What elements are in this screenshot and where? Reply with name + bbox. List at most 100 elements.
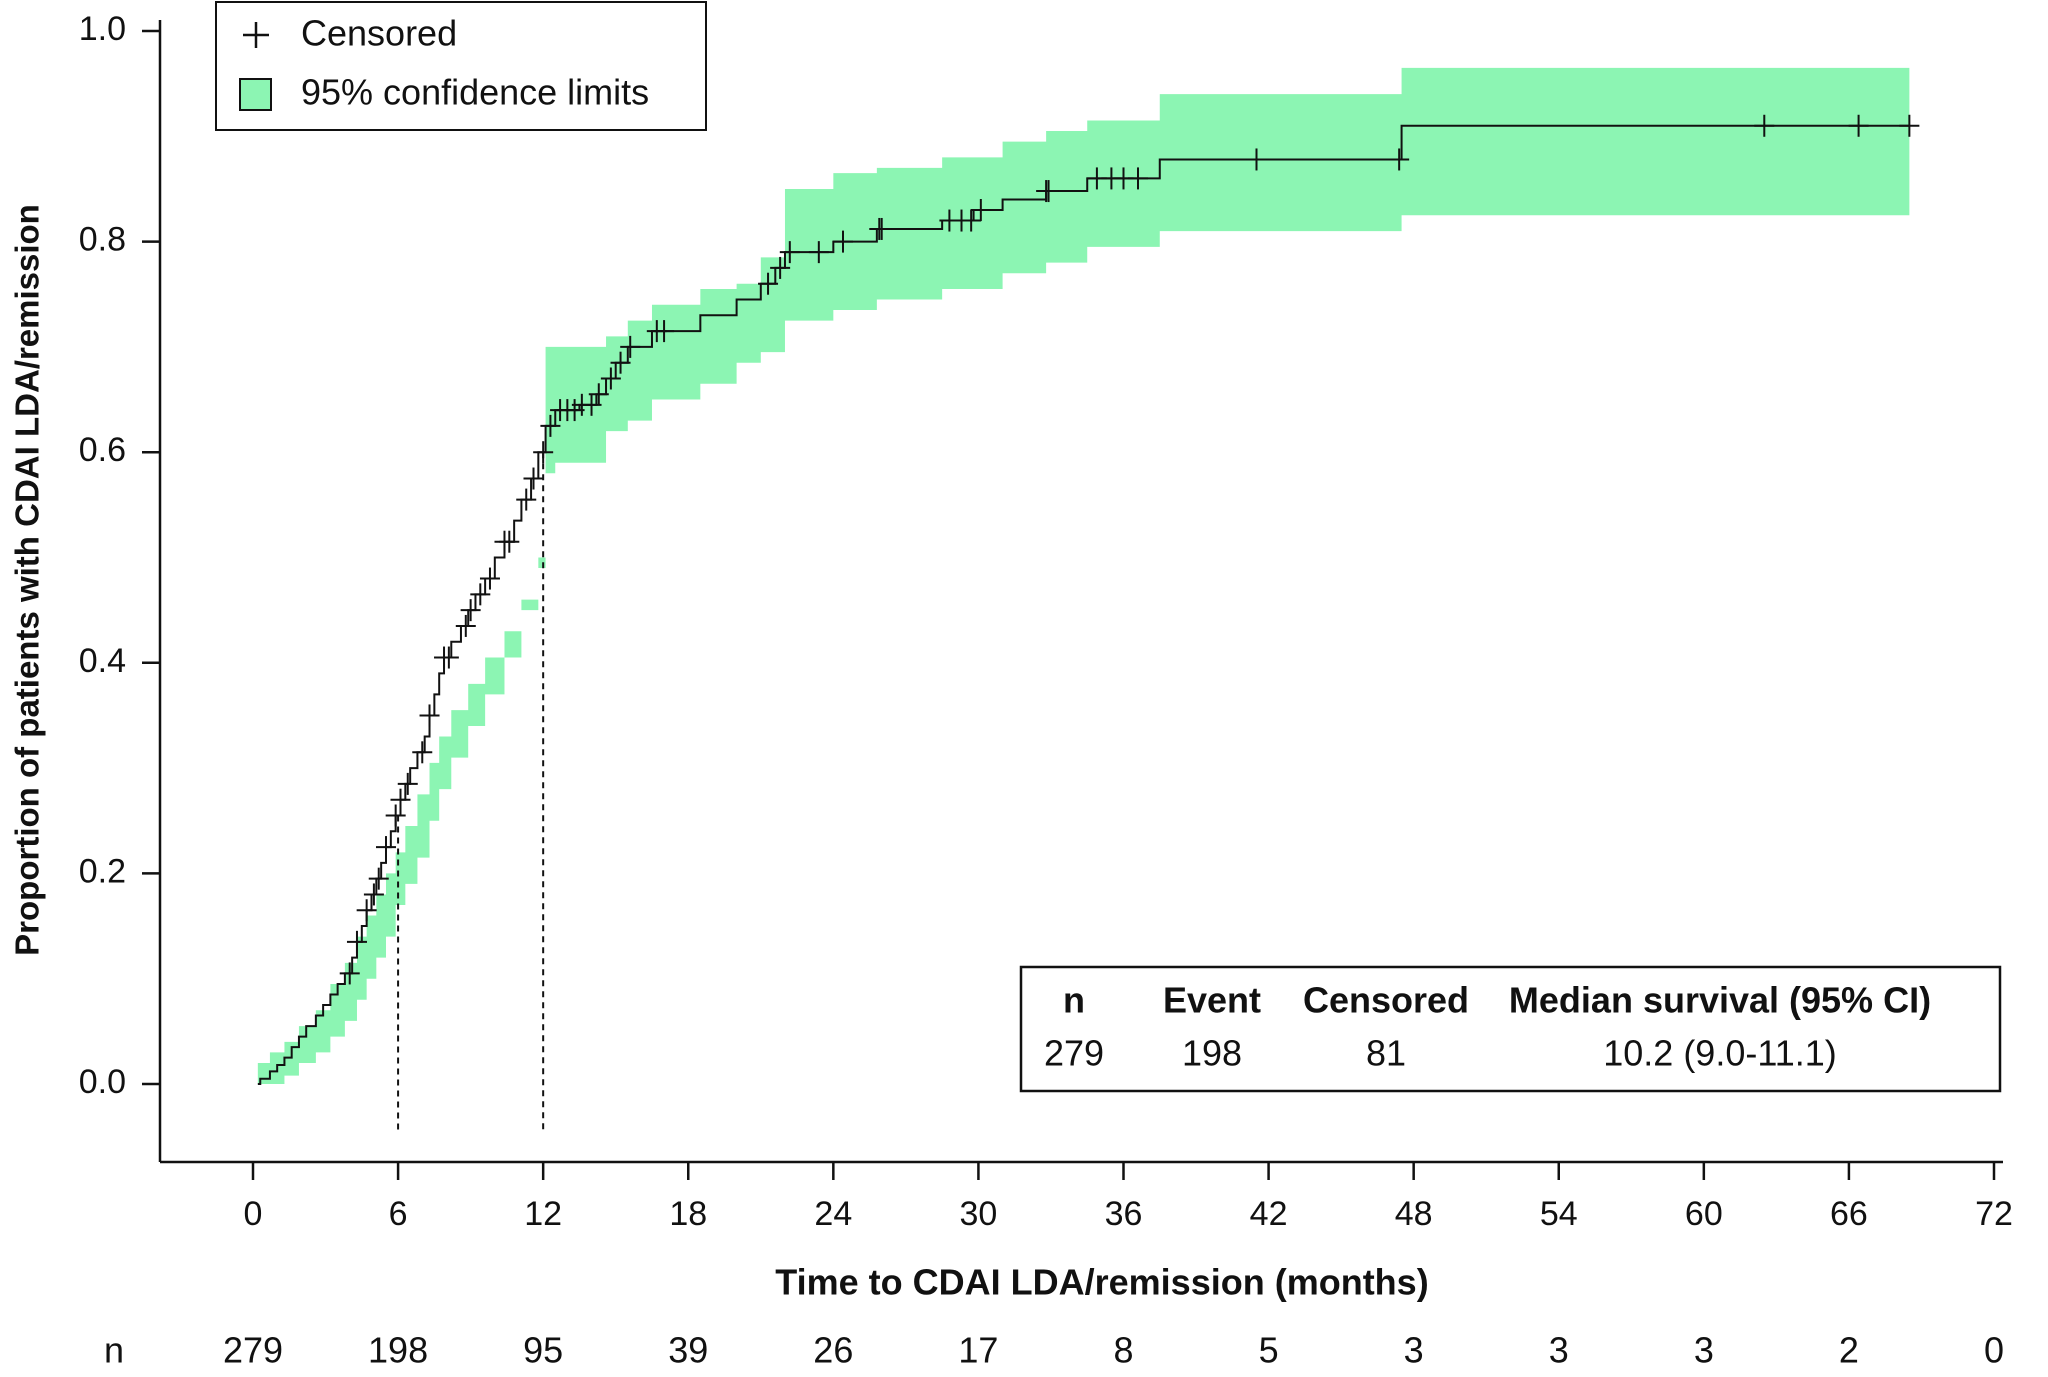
censor-mark	[346, 930, 367, 953]
censor-mark	[1246, 148, 1267, 171]
y-tick-label: 1.0	[79, 10, 126, 48]
y-axis-ticks: 0.0 0.2 0.4 0.6 0.8 1.0	[79, 10, 160, 1101]
at-risk-count: 2	[1839, 1330, 1859, 1371]
summary-header-median: Median survival (95% CI)	[1509, 980, 1931, 1021]
censor-mark	[961, 209, 982, 232]
censor-mark	[363, 883, 384, 906]
censor-mark	[368, 867, 389, 890]
at-risk-count: 0	[1984, 1330, 2004, 1371]
summary-header-censored: Censored	[1303, 980, 1469, 1021]
censor-mark	[610, 351, 631, 374]
at-risk-count: 8	[1113, 1330, 1133, 1371]
summary-value-censored: 81	[1366, 1033, 1406, 1074]
ci-swatch-icon	[239, 78, 272, 111]
y-tick-label: 0.4	[79, 642, 126, 680]
x-tick-label: 0	[244, 1195, 263, 1233]
censor-mark	[356, 899, 377, 922]
at-risk-label: n	[104, 1330, 124, 1371]
x-tick-label: 60	[1685, 1195, 1723, 1233]
legend-label-censored: Censored	[301, 13, 457, 54]
censor-mark	[375, 836, 396, 859]
censor-mark	[499, 530, 520, 553]
censor-mark	[833, 230, 854, 253]
censor-mark	[654, 320, 675, 343]
censor-mark	[540, 414, 561, 437]
x-tick-label: 6	[389, 1195, 408, 1233]
at-risk-count: 95	[523, 1330, 563, 1371]
at-risk-count: 3	[1549, 1330, 1569, 1371]
at-risk-count: 3	[1694, 1330, 1714, 1371]
censor-mark	[412, 741, 433, 764]
y-tick-label: 0.6	[79, 431, 126, 469]
median-lines	[397, 452, 545, 1130]
censor-mark	[600, 367, 621, 390]
x-tick-label: 42	[1250, 1195, 1288, 1233]
censor-mark	[779, 241, 800, 264]
at-risk-count: 26	[813, 1330, 853, 1371]
censor-mark	[770, 256, 791, 279]
censor-mark	[390, 788, 411, 811]
y-tick-label: 0.0	[79, 1063, 126, 1101]
x-tick-label: 72	[1975, 1195, 2013, 1233]
at-risk-count: 3	[1404, 1330, 1424, 1371]
x-axis-title: Time to CDAI LDA/remission (months)	[775, 1262, 1428, 1303]
censored-plus-icon	[243, 22, 269, 48]
summary-table-box	[1019, 965, 2002, 1093]
summary-header-n: n	[1063, 980, 1085, 1021]
at-risk-count: 5	[1259, 1330, 1279, 1371]
summary-value-n: 279	[1044, 1033, 1104, 1074]
censor-mark	[758, 272, 779, 295]
x-tick-label: 48	[1395, 1195, 1433, 1233]
censor-mark	[1389, 148, 1410, 171]
censor-mark	[588, 383, 609, 406]
x-tick-label: 18	[669, 1195, 707, 1233]
censor-mark	[1128, 167, 1149, 190]
censor-mark	[460, 599, 481, 622]
censor-mark	[455, 614, 476, 637]
x-tick-label: 36	[1105, 1195, 1143, 1233]
summary-value-median: 10.2 (9.0-11.1)	[1603, 1033, 1836, 1074]
y-tick-label: 0.2	[79, 852, 126, 890]
at-risk-count: 198	[368, 1330, 428, 1371]
x-tick-label: 54	[1540, 1195, 1578, 1233]
x-tick-label: 66	[1830, 1195, 1868, 1233]
censor-mark	[397, 772, 418, 795]
km-step-line	[257, 124, 1910, 1085]
summary-value-event: 198	[1182, 1033, 1242, 1074]
x-axis-ticks: 0 6 12 18 24 30 36 42 48 54 60 66 72	[244, 1162, 2013, 1233]
summary-table: n Event Censored Median survival (95% CI…	[1019, 965, 2002, 1093]
legend: Censored 95% confidence limits	[215, 1, 707, 131]
at-risk-count: 279	[223, 1330, 283, 1371]
ci-band-layer	[257, 67, 1910, 1085]
y-axis-title: Proportion of patients with CDAI LDA/rem…	[9, 204, 46, 956]
censor-mark	[1038, 180, 1059, 203]
censor-mark	[1848, 114, 1869, 137]
censor-mark	[438, 646, 459, 669]
x-tick-label: 30	[960, 1195, 998, 1233]
censor-mark	[871, 217, 892, 240]
at-risk-count: 39	[668, 1330, 708, 1371]
censor-mark	[339, 962, 360, 985]
censor-mark	[970, 199, 991, 222]
legend-label-ci: 95% confidence limits	[301, 72, 649, 113]
censor-mark	[808, 241, 829, 264]
censor-mark	[1899, 114, 1920, 137]
at-risk-row: n 279 198 95 39 26 17 8 5 3 3 3 2 0	[104, 1330, 2004, 1371]
censor-mark	[620, 335, 641, 358]
censor-mark	[533, 441, 554, 464]
legend-box	[215, 1, 707, 131]
censor-mark	[523, 467, 544, 490]
censor-mark	[1754, 114, 1775, 137]
censor-mark	[385, 804, 406, 827]
at-risk-count: 17	[958, 1330, 998, 1371]
censor-mark	[419, 704, 440, 727]
censor-marks	[339, 114, 1920, 985]
ci-band	[257, 67, 1910, 1085]
censor-mark	[516, 488, 537, 511]
censor-mark	[470, 583, 491, 606]
y-tick-label: 0.8	[79, 221, 126, 259]
x-tick-label: 24	[814, 1195, 852, 1233]
censor-mark	[479, 567, 500, 590]
summary-header-event: Event	[1163, 980, 1261, 1021]
